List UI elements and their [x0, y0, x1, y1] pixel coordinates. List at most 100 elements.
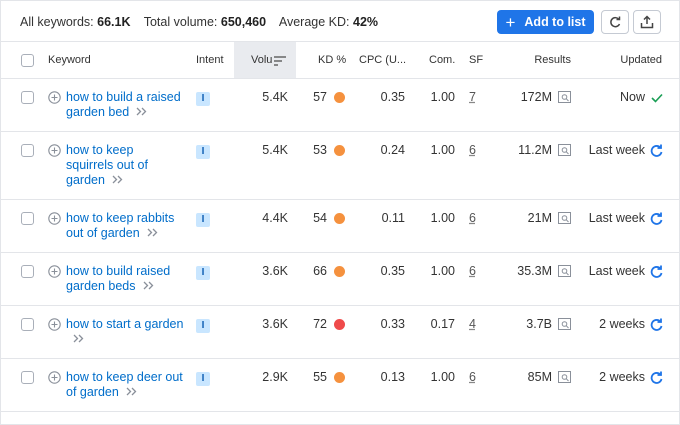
table-row: how to build raised garden beds I 3.6K 66 0.…: [1, 253, 679, 306]
serp-icon: [558, 144, 571, 158]
results-cell: 172M: [501, 90, 571, 105]
refresh-keyword-icon[interactable]: [650, 212, 663, 225]
refresh-keyword-icon[interactable]: [650, 265, 663, 278]
intent-cell: I: [188, 264, 228, 280]
summary-value: 66.1K: [97, 15, 131, 29]
row-checkbox[interactable]: [21, 91, 34, 104]
refresh-keyword-icon[interactable]: [650, 144, 663, 157]
kd-cell: 57: [288, 90, 351, 105]
serp-features[interactable]: 6: [469, 143, 476, 157]
expand-icon: [72, 334, 86, 343]
updated-cell: Last week: [571, 211, 663, 226]
keyword-cell: how to keep squirrels out of garden: [48, 143, 188, 188]
row-checkbox[interactable]: [21, 265, 34, 278]
row-checkbox[interactable]: [21, 318, 34, 331]
competition: 1.00: [430, 143, 455, 157]
kd-dot: [334, 213, 345, 224]
keyword-cell: how to keep rabbits out of garden: [48, 211, 188, 241]
cpc: 0.11: [381, 211, 405, 225]
keyword-link[interactable]: how to keep deer out of garden: [66, 370, 183, 399]
summary-value: 42%: [353, 15, 379, 29]
kd-dot: [334, 372, 345, 383]
results: 11.2M: [518, 143, 552, 157]
sf-cell: 6: [455, 211, 501, 226]
add-to-list-button[interactable]: + Add to list: [497, 10, 594, 34]
kd-cell: 72: [288, 317, 351, 332]
kd-cell: 66: [288, 264, 351, 279]
keyword-link[interactable]: how to build a raised garden bed: [66, 90, 181, 119]
table-row: how to keep deer out of garden I 2.9K 55 0.1…: [1, 359, 679, 412]
updated-cell: 2 weeks: [571, 317, 663, 332]
results: 21M: [527, 211, 552, 225]
row-checkbox[interactable]: [21, 144, 34, 157]
keyword-cell-text: how to keep squirrels out of garden: [66, 143, 184, 188]
row-checkbox[interactable]: [21, 212, 34, 225]
intent-badge: I: [196, 213, 210, 227]
column-header[interactable]: SF: [469, 54, 484, 66]
summary-label: All keywords:: [20, 15, 94, 29]
kd-value: 54: [313, 211, 327, 225]
volume: 5.4K: [262, 143, 288, 157]
competition: 1.00: [430, 370, 455, 384]
updated-cell: Last week: [571, 143, 663, 158]
results: 35.3M: [517, 264, 552, 278]
column-header[interactable]: Volu: [251, 54, 273, 66]
updated: Last week: [588, 264, 645, 278]
column-header[interactable]: KD %: [318, 54, 347, 66]
keyword-link[interactable]: how to start a garden: [66, 317, 184, 331]
refresh-keyword-icon[interactable]: [650, 371, 663, 384]
keyword-cell-text: how to keep rabbits out of garden: [66, 211, 184, 241]
sf-cell: 6: [455, 264, 501, 279]
results-cell: 3.7B: [501, 317, 571, 332]
kd-cell: 53: [288, 143, 351, 158]
kd-value: 66: [313, 264, 327, 278]
kd-cell: 54: [288, 211, 351, 226]
serp-features[interactable]: 4: [469, 317, 476, 331]
column-header[interactable]: Results: [534, 54, 571, 66]
updated-cell: Now: [571, 90, 663, 105]
kd-value: 57: [313, 90, 327, 104]
column-header[interactable]: Com.: [429, 54, 456, 66]
sorted-column-bg: [234, 42, 296, 78]
serp-features[interactable]: 6: [469, 211, 476, 225]
results: 85M: [527, 370, 552, 384]
add-keyword-icon: [48, 212, 61, 241]
column-header[interactable]: Updated: [620, 54, 662, 66]
select-all-checkbox[interactable]: [21, 54, 34, 67]
keyword-link[interactable]: how to keep rabbits out of garden: [66, 211, 175, 240]
cpc: 0.13: [380, 370, 405, 384]
column-header[interactable]: CPC (U...: [359, 54, 407, 66]
expand-icon: [111, 175, 125, 184]
sf-cell: 7: [455, 90, 501, 105]
row-checkbox[interactable]: [21, 371, 34, 384]
sf-cell: 6: [455, 370, 501, 385]
intent-cell: I: [188, 90, 228, 106]
serp-features[interactable]: 7: [469, 90, 476, 104]
intent-badge: I: [196, 266, 210, 280]
volume: 3.6K: [262, 264, 288, 278]
results-cell: 85M: [501, 370, 571, 385]
intent-cell: I: [188, 317, 228, 333]
serp-features[interactable]: 6: [469, 264, 476, 278]
keyword-link[interactable]: how to keep squirrels out of garden: [66, 143, 148, 187]
expand-icon: [135, 107, 149, 116]
add-keyword-icon: [48, 265, 61, 294]
button-label: Add to list: [524, 15, 586, 29]
table-header: Keyword Intent Volu KD % CPC (U... Com. …: [1, 41, 679, 79]
kd-dot: [334, 92, 345, 103]
column-header[interactable]: Intent: [196, 54, 224, 66]
competition: 1.00: [430, 211, 455, 225]
refresh-keyword-icon[interactable]: [650, 318, 663, 331]
keyword-cell-text: how to start a garden: [66, 317, 184, 347]
keyword-link[interactable]: how to build raised garden beds: [66, 264, 171, 293]
export-button[interactable]: [633, 10, 661, 34]
updated: 2 weeks: [599, 317, 645, 331]
table-row: how to keep squirrels out of garden I 5.4K…: [1, 132, 679, 200]
serp-icon: [558, 212, 571, 226]
add-keyword-icon: [48, 371, 61, 400]
column-header[interactable]: Keyword: [48, 54, 91, 66]
refresh-button[interactable]: [601, 10, 629, 34]
serp-icon: [558, 371, 571, 385]
serp-features[interactable]: 6: [469, 370, 476, 384]
